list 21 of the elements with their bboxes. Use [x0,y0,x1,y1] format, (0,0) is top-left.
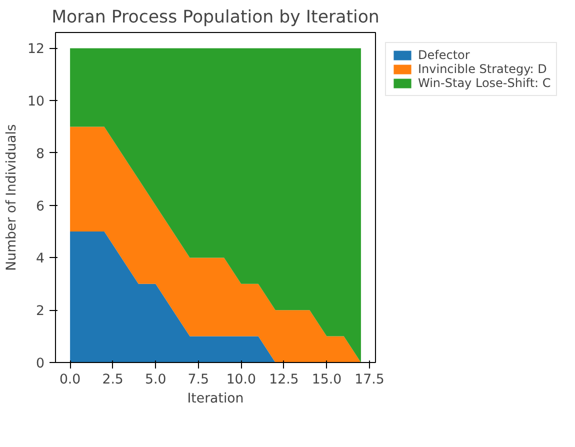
y-tick-label: 12 [28,42,45,58]
x-axis-title: Iteration [187,392,244,406]
x-tick-label: 10.0 [226,372,256,388]
x-tick-label: 15.0 [312,372,342,388]
y-axis-title: Number of Individuals [4,124,20,271]
y-tick-label: 6 [36,199,45,214]
legend-label: Defector [418,48,470,62]
chart-title: Moran Process Population by Iteration [52,8,380,28]
y-tick-label: 4 [36,252,45,267]
y-tick-label: 8 [36,146,45,162]
y-tick-label: 0 [36,356,45,372]
x-tick-label: 0.0 [59,372,81,388]
y-tick-label: 2 [36,304,45,320]
legend-label: Invincible Strategy: D [418,62,547,76]
x-tick-label: 7.5 [188,372,209,388]
legend-label: Win-Stay Lose-Shift: C [418,76,551,90]
y-tick-label: 10 [28,94,45,110]
x-tick-label: 5.0 [145,372,166,388]
x-tick-label: 12.5 [269,372,299,388]
x-tick-label: 2.5 [102,372,124,388]
x-tick-label: 17.5 [354,372,384,388]
